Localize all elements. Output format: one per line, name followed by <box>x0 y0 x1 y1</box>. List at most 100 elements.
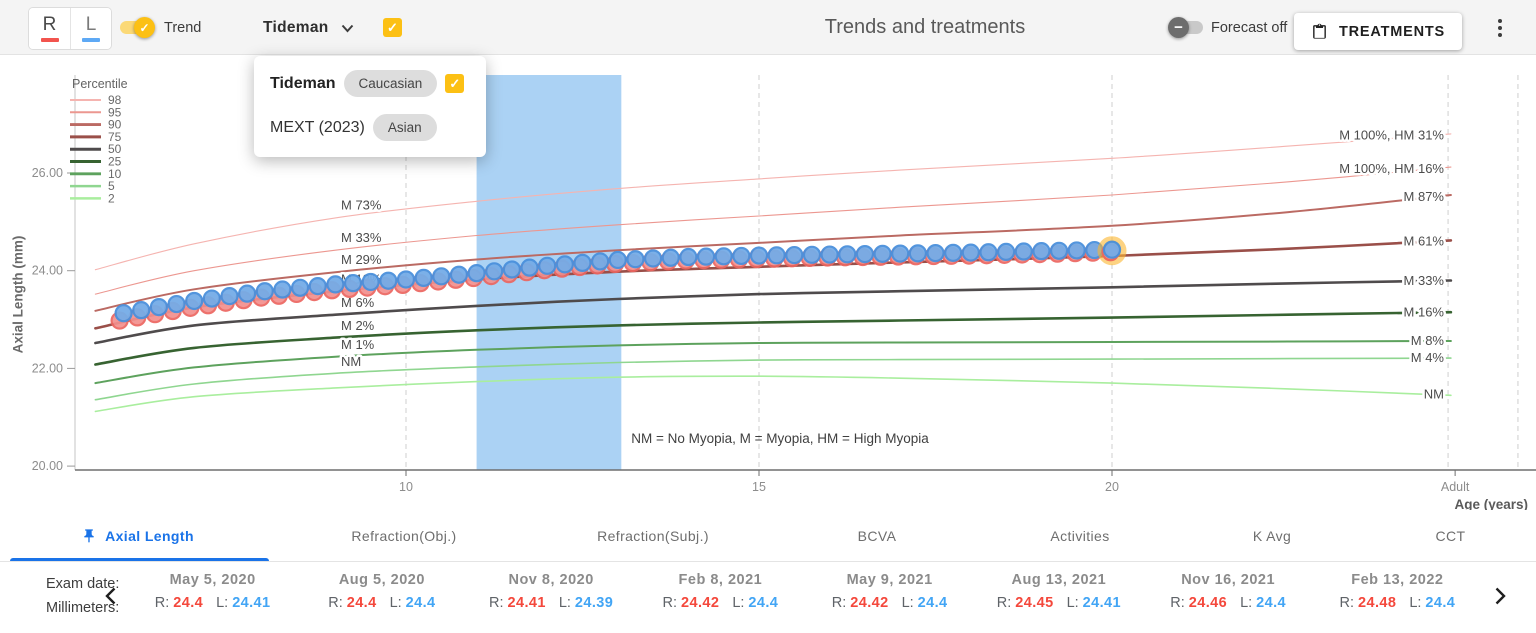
treatments-button[interactable]: TREATMENTS <box>1294 13 1463 50</box>
check-icon: ✓ <box>134 17 155 38</box>
data-point-left-eye[interactable] <box>996 242 1016 261</box>
data-point-left-eye[interactable] <box>926 244 945 263</box>
data-point-left-eye[interactable] <box>891 244 910 263</box>
data-point-left-eye[interactable] <box>767 246 786 265</box>
data-point-left-eye[interactable] <box>308 276 327 296</box>
data-point-left-eye[interactable] <box>855 244 875 264</box>
kebab-icon[interactable] <box>1496 17 1504 39</box>
data-point-left-eye[interactable] <box>732 246 751 266</box>
data-point-left-eye[interactable] <box>220 287 239 306</box>
exam-column[interactable]: May 5, 2020 R: 24.4 L: 24.41 <box>128 572 297 611</box>
data-point-left-eye[interactable] <box>343 274 363 293</box>
data-point-left-eye[interactable] <box>696 247 716 266</box>
next-exams-button[interactable] <box>1488 584 1512 608</box>
data-point-left-eye[interactable] <box>1014 242 1033 261</box>
right-axial-length-value: 24.48 <box>1358 595 1397 611</box>
percentile-curve-98 <box>94 133 1452 271</box>
left-axial-length-value: 24.4 <box>748 595 779 611</box>
popover-item-checkbox[interactable]: ✓ <box>445 74 465 93</box>
data-point-left-eye[interactable] <box>643 249 663 268</box>
data-point-left-eye[interactable] <box>1067 241 1086 260</box>
tab-refraction-obj[interactable]: Refraction(Obj.) <box>275 510 533 561</box>
previous-exams-button[interactable] <box>98 584 122 608</box>
data-point-left-eye[interactable] <box>802 245 822 264</box>
data-point-left-eye[interactable] <box>1102 240 1122 259</box>
tab-refraction-subj[interactable]: Refraction(Subj.) <box>533 510 773 561</box>
data-point-left-eye[interactable] <box>361 272 380 292</box>
data-point-left-eye[interactable] <box>661 248 680 267</box>
data-point-left-eye[interactable] <box>273 280 292 299</box>
exam-column[interactable]: Nov 8, 2020 R: 24.41 L: 24.39 <box>467 572 636 611</box>
exam-date: Aug 13, 2021 <box>1011 572 1107 588</box>
data-point-left-eye[interactable] <box>908 244 927 263</box>
data-point-left-eye[interactable] <box>979 243 998 262</box>
data-point-left-eye[interactable] <box>838 245 857 264</box>
tab-activities[interactable]: Activities <box>981 510 1179 561</box>
page-title: Trends and treatments <box>824 16 1026 38</box>
left-value-label: L: <box>389 595 402 611</box>
data-point-left-eye[interactable] <box>432 267 451 286</box>
data-point-left-eye[interactable] <box>1032 242 1051 261</box>
percentile-model-checkbox[interactable]: ✓ <box>383 18 402 37</box>
exam-column[interactable]: Aug 5, 2020 R: 24.4 L: 24.4 <box>297 572 466 611</box>
data-point-left-eye[interactable] <box>520 258 539 277</box>
percentile-model-label: Tideman <box>263 19 329 36</box>
exam-column[interactable]: Feb 13, 2022 R: 24.48 L: 24.4 <box>1313 572 1482 611</box>
right-axial-length-value: 24.4 <box>173 595 204 611</box>
data-point-left-eye[interactable] <box>944 243 963 262</box>
data-point-left-eye[interactable] <box>502 260 521 279</box>
data-point-left-eye[interactable] <box>291 278 310 297</box>
data-point-left-eye[interactable] <box>414 268 433 288</box>
data-point-left-eye[interactable] <box>785 245 804 265</box>
exam-column[interactable]: May 9, 2021 R: 24.42 L: 24.4 <box>805 572 974 611</box>
left-value-label: L: <box>901 595 914 611</box>
data-point-left-eye[interactable] <box>961 243 980 262</box>
data-point-left-eye[interactable] <box>167 294 186 314</box>
tab-axial-length[interactable]: Axial Length <box>0 510 275 561</box>
data-point-left-eye[interactable] <box>467 264 486 283</box>
data-point-left-eye[interactable] <box>202 289 221 308</box>
trend-toggle[interactable]: ✓ <box>118 17 155 38</box>
right-eye-button[interactable]: R <box>29 8 70 49</box>
data-point-left-eye[interactable] <box>1049 241 1069 260</box>
data-point-left-eye[interactable] <box>396 270 416 289</box>
data-point-left-eye[interactable] <box>326 275 345 294</box>
tab-k-avg[interactable]: K Avg <box>1179 510 1365 561</box>
data-point-left-eye[interactable] <box>679 247 698 267</box>
forecast-toggle-label: Forecast off <box>1211 20 1288 36</box>
legend-label: 98 <box>108 93 122 107</box>
left-eye-button[interactable]: L <box>70 8 111 49</box>
popover-item-mext-2023[interactable]: MEXT (2023) Asian <box>270 114 470 141</box>
data-point-left-eye[interactable] <box>555 255 574 274</box>
data-point-left-eye[interactable] <box>149 297 168 317</box>
data-point-left-eye[interactable] <box>820 245 839 264</box>
forecast-toggle[interactable]: − <box>1168 17 1205 38</box>
data-point-left-eye[interactable] <box>873 244 892 263</box>
data-point-left-eye[interactable] <box>591 252 610 271</box>
data-point-left-eye[interactable] <box>132 301 151 320</box>
left-axial-length-value: 24.4 <box>1425 595 1456 611</box>
data-point-left-eye[interactable] <box>538 256 557 275</box>
left-axial-length-value: 24.41 <box>232 595 271 611</box>
curve-left-label: NM <box>341 354 361 369</box>
data-point-left-eye[interactable] <box>255 282 274 301</box>
percentile-model-dropdown[interactable]: Tideman <box>263 19 354 37</box>
data-point-left-eye[interactable] <box>714 247 733 266</box>
data-point-left-eye[interactable] <box>238 284 257 303</box>
data-point-left-eye[interactable] <box>114 304 133 323</box>
exam-column[interactable]: Nov 16, 2021 R: 24.46 L: 24.4 <box>1144 572 1313 611</box>
tab-label: Axial Length <box>105 527 194 544</box>
tab-cct[interactable]: CCT <box>1365 510 1536 561</box>
data-point-left-eye[interactable] <box>626 250 645 269</box>
data-point-left-eye[interactable] <box>608 250 627 270</box>
data-point-left-eye[interactable] <box>185 291 204 311</box>
data-point-left-eye[interactable] <box>485 262 504 281</box>
data-point-left-eye[interactable] <box>749 246 769 265</box>
exam-column[interactable]: Feb 8, 2021 R: 24.42 L: 24.4 <box>636 572 805 611</box>
data-point-left-eye[interactable] <box>379 271 398 290</box>
data-point-left-eye[interactable] <box>449 265 469 284</box>
exam-column[interactable]: Aug 13, 2021 R: 24.45 L: 24.41 <box>974 572 1143 611</box>
tab-bcva[interactable]: BCVA <box>773 510 981 561</box>
popover-item-tideman[interactable]: Tideman Caucasian ✓ <box>270 70 470 97</box>
data-point-left-eye[interactable] <box>573 253 592 272</box>
